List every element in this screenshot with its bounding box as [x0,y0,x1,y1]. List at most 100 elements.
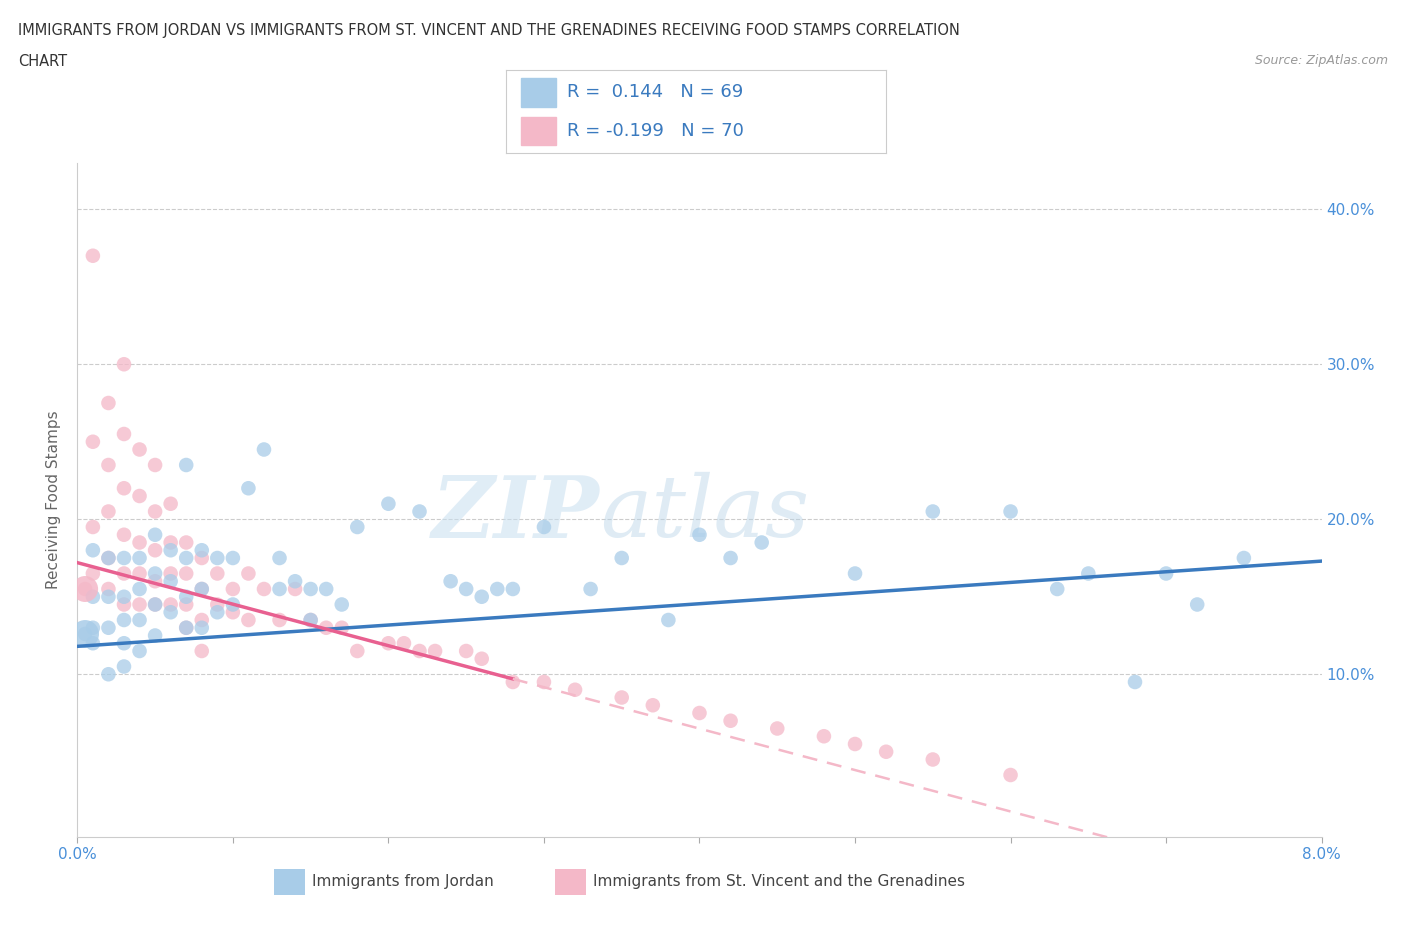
Point [112,427,135,442]
Point [191,581,214,596]
Point [112,481,135,496]
Point [82,248,104,263]
Point [222,604,245,619]
Point [238,566,260,581]
Point [112,566,135,581]
Point [392,636,415,651]
Point [128,581,150,596]
Point [159,604,181,619]
Point [174,590,197,604]
Point [641,698,664,712]
Point [269,581,291,596]
Point [191,543,214,558]
Point [377,497,399,512]
Point [875,744,897,759]
Point [112,659,135,674]
Point [299,581,322,596]
Text: ZIP: ZIP [432,472,600,555]
Point [97,551,120,565]
Point [844,566,866,581]
Point [564,683,586,698]
Point [533,520,555,535]
Point [143,527,166,542]
Point [143,628,166,643]
Text: Source: ZipAtlas.com: Source: ZipAtlas.com [1254,54,1388,67]
Point [112,551,135,565]
Point [346,520,368,535]
Point [1154,566,1177,581]
Point [143,597,166,612]
Point [408,644,430,658]
Point [159,597,181,612]
Point [222,581,245,596]
Text: Immigrants from St. Vincent and the Grenadines: Immigrants from St. Vincent and the Gren… [593,874,966,889]
Point [82,636,104,651]
Point [128,535,150,550]
Point [269,551,291,565]
Point [159,543,181,558]
Point [844,737,866,751]
Point [112,590,135,604]
Point [128,566,150,581]
Point [143,566,166,581]
Point [456,581,478,596]
Point [75,581,97,596]
Point [720,713,742,728]
Point [284,574,307,589]
Point [377,636,399,651]
Point [191,613,214,628]
Text: Immigrants from Jordan: Immigrants from Jordan [312,874,494,889]
Point [766,721,789,736]
Point [471,590,494,604]
Point [346,644,368,658]
Point [253,442,276,457]
Point [440,574,463,589]
Bar [522,78,555,107]
Point [1187,597,1209,612]
Point [657,613,679,628]
Point [143,574,166,589]
Point [143,543,166,558]
Point [174,551,197,565]
Point [82,590,104,604]
Point [330,620,353,635]
Point [408,504,430,519]
Point [128,644,150,658]
Point [143,504,166,519]
Point [1046,581,1069,596]
Point [610,690,633,705]
Point [112,357,135,372]
Point [191,551,214,565]
Point [471,651,494,666]
Point [207,597,229,612]
Point [75,627,97,642]
Point [222,551,245,565]
Point [97,504,120,519]
Point [112,636,135,651]
Point [97,395,120,410]
Point [174,566,197,581]
Point [299,613,322,628]
Point [486,581,509,596]
Point [1077,566,1099,581]
Text: R =  0.144   N = 69: R = 0.144 N = 69 [567,84,744,101]
Point [315,620,337,635]
Point [238,613,260,628]
Point [82,566,104,581]
Point [330,597,353,612]
Point [75,627,97,642]
Point [97,581,120,596]
Point [456,644,478,658]
Point [143,458,166,472]
Text: IMMIGRANTS FROM JORDAN VS IMMIGRANTS FROM ST. VINCENT AND THE GRENADINES RECEIVI: IMMIGRANTS FROM JORDAN VS IMMIGRANTS FRO… [18,23,960,38]
Point [75,581,97,596]
Point [128,488,150,503]
Point [1000,767,1022,782]
Point [128,551,150,565]
Point [207,551,229,565]
Point [207,566,229,581]
Point [174,458,197,472]
Point [253,581,276,596]
Point [128,442,150,457]
Point [238,481,260,496]
